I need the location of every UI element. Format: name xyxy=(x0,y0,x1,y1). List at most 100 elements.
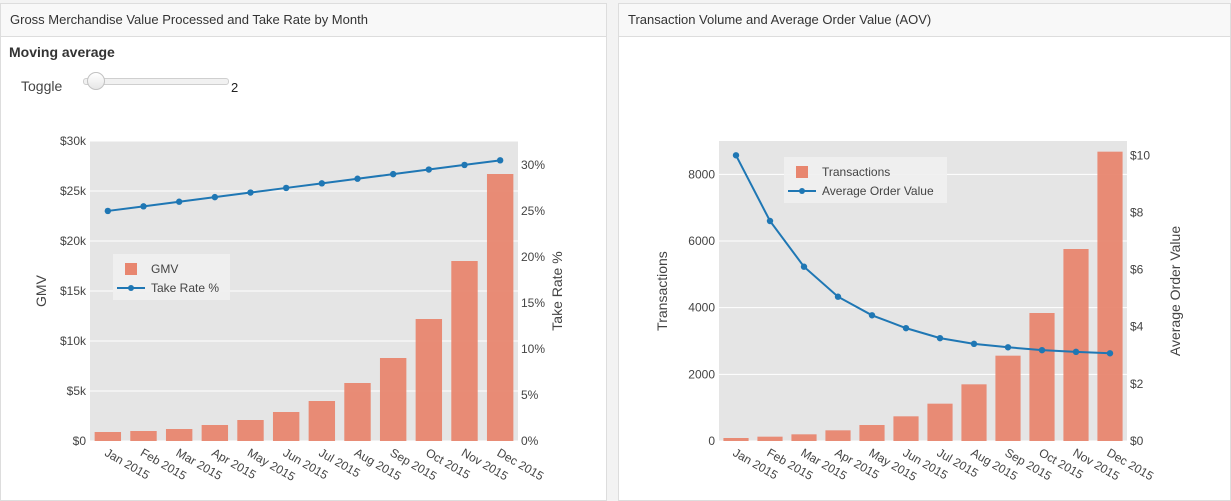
line-point xyxy=(175,198,183,205)
bar xyxy=(995,355,1021,441)
left-tick-label: $25k xyxy=(60,184,87,198)
left-tick-label: 2000 xyxy=(688,367,715,381)
line-point xyxy=(1004,344,1012,351)
bar xyxy=(201,425,229,441)
bar xyxy=(486,174,514,441)
right-tick-label: 0% xyxy=(521,434,539,448)
slider-value: 2 xyxy=(231,80,239,95)
right-tick-label: $8 xyxy=(1130,205,1144,219)
left-tick-label: $30k xyxy=(60,134,87,148)
right-tick-label: 5% xyxy=(521,388,539,402)
bar xyxy=(379,358,407,441)
right-tick-label: $6 xyxy=(1130,263,1144,277)
bar xyxy=(961,384,987,441)
legend-line-marker xyxy=(799,188,805,194)
left-tick-label: $10k xyxy=(60,334,87,348)
legend-bar-swatch xyxy=(125,263,137,275)
line-point xyxy=(282,184,290,192)
bar xyxy=(893,416,919,441)
gmv-panel-title: Gross Merchandise Value Processed and Ta… xyxy=(1,4,606,37)
left-tick-label: 6000 xyxy=(688,234,715,248)
slider-track[interactable] xyxy=(83,78,229,85)
bar xyxy=(237,420,264,441)
moving-average-heading: Moving average xyxy=(9,44,115,60)
line-point xyxy=(800,263,808,270)
legend-label: Average Order Value xyxy=(822,184,934,198)
line-point xyxy=(354,175,361,182)
legend-box xyxy=(784,157,947,203)
left-tick-label: 0 xyxy=(708,434,715,448)
right-tick-label: 30% xyxy=(521,158,545,172)
right-tick-label: 15% xyxy=(521,296,545,310)
line-point xyxy=(318,180,326,187)
right-tick-label: $2 xyxy=(1130,377,1144,391)
right-tick-label: 20% xyxy=(521,250,545,264)
bar xyxy=(791,434,817,441)
bar xyxy=(165,429,193,441)
series-line xyxy=(107,159,501,212)
bar xyxy=(415,319,443,441)
legend: Transactions Average Order Value xyxy=(784,157,947,203)
right-tick-label: 10% xyxy=(521,342,545,356)
bar xyxy=(451,261,478,441)
bar xyxy=(757,436,783,441)
bar xyxy=(1063,249,1089,441)
left-tick-label: 4000 xyxy=(688,301,715,315)
chart-2: 0 2000 4000 6000 8000 $0 $2 $4 $6 $8 $10 Transactio… xyxy=(654,141,1183,484)
left-axis-title: GMV xyxy=(33,274,49,307)
legend-label: Transactions xyxy=(822,165,890,179)
right-axis-title: Take Rate % xyxy=(549,251,565,330)
slider-handle[interactable] xyxy=(86,72,105,90)
line-point xyxy=(936,334,944,342)
line-point xyxy=(211,193,219,201)
line-point xyxy=(902,324,910,332)
left-tick-label: $20k xyxy=(60,234,87,248)
right-tick-label: $4 xyxy=(1130,320,1144,334)
line-point xyxy=(1038,346,1046,354)
line-point xyxy=(247,189,254,196)
line-point xyxy=(389,170,397,178)
line-point xyxy=(425,166,433,173)
bar xyxy=(308,401,336,441)
bar xyxy=(1029,313,1055,441)
chart-1: $0 $5k $10k $15k $20k $25k $30k 0% 5% 10% 15% 20% 25… xyxy=(33,134,565,484)
legend-label: GMV xyxy=(151,262,178,276)
bar xyxy=(927,403,953,441)
bar xyxy=(94,432,122,441)
bar xyxy=(859,425,885,441)
right-axis-title: Average Order Value xyxy=(1167,226,1183,356)
legend: GMV Take Rate % xyxy=(113,254,230,300)
moving-average-slider[interactable] xyxy=(79,72,229,92)
bar xyxy=(344,383,371,441)
line-point xyxy=(1106,350,1114,357)
right-tick-label: $0 xyxy=(1130,434,1144,448)
legend-bar-swatch xyxy=(796,166,808,178)
bar xyxy=(723,438,749,441)
bar xyxy=(825,430,851,441)
line-point xyxy=(732,152,740,159)
line-point xyxy=(766,217,774,225)
left-axis-title: Transactions xyxy=(654,251,670,331)
line-point xyxy=(104,207,112,215)
line-point xyxy=(868,312,876,319)
legend-line-marker xyxy=(128,285,134,291)
line-point xyxy=(970,340,978,348)
left-tick-label: 8000 xyxy=(688,167,715,181)
legend-label: Take Rate % xyxy=(151,281,219,295)
right-tick-label: $10 xyxy=(1130,148,1150,162)
line-point xyxy=(461,161,468,169)
left-tick-label: $15k xyxy=(60,284,87,298)
right-tick-label: 25% xyxy=(521,204,545,218)
line-point xyxy=(834,293,842,300)
bar xyxy=(272,412,300,441)
line-point xyxy=(1072,348,1080,356)
left-tick-label: $5k xyxy=(67,384,87,398)
transactions-panel-title: Transaction Volume and Average Order Val… xyxy=(619,4,1230,37)
left-tick-label: $0 xyxy=(73,434,87,448)
series-line xyxy=(735,154,1111,355)
line-point xyxy=(496,157,504,164)
toggle-label: Toggle xyxy=(21,78,63,94)
bar xyxy=(130,431,157,441)
legend-box xyxy=(113,254,230,300)
